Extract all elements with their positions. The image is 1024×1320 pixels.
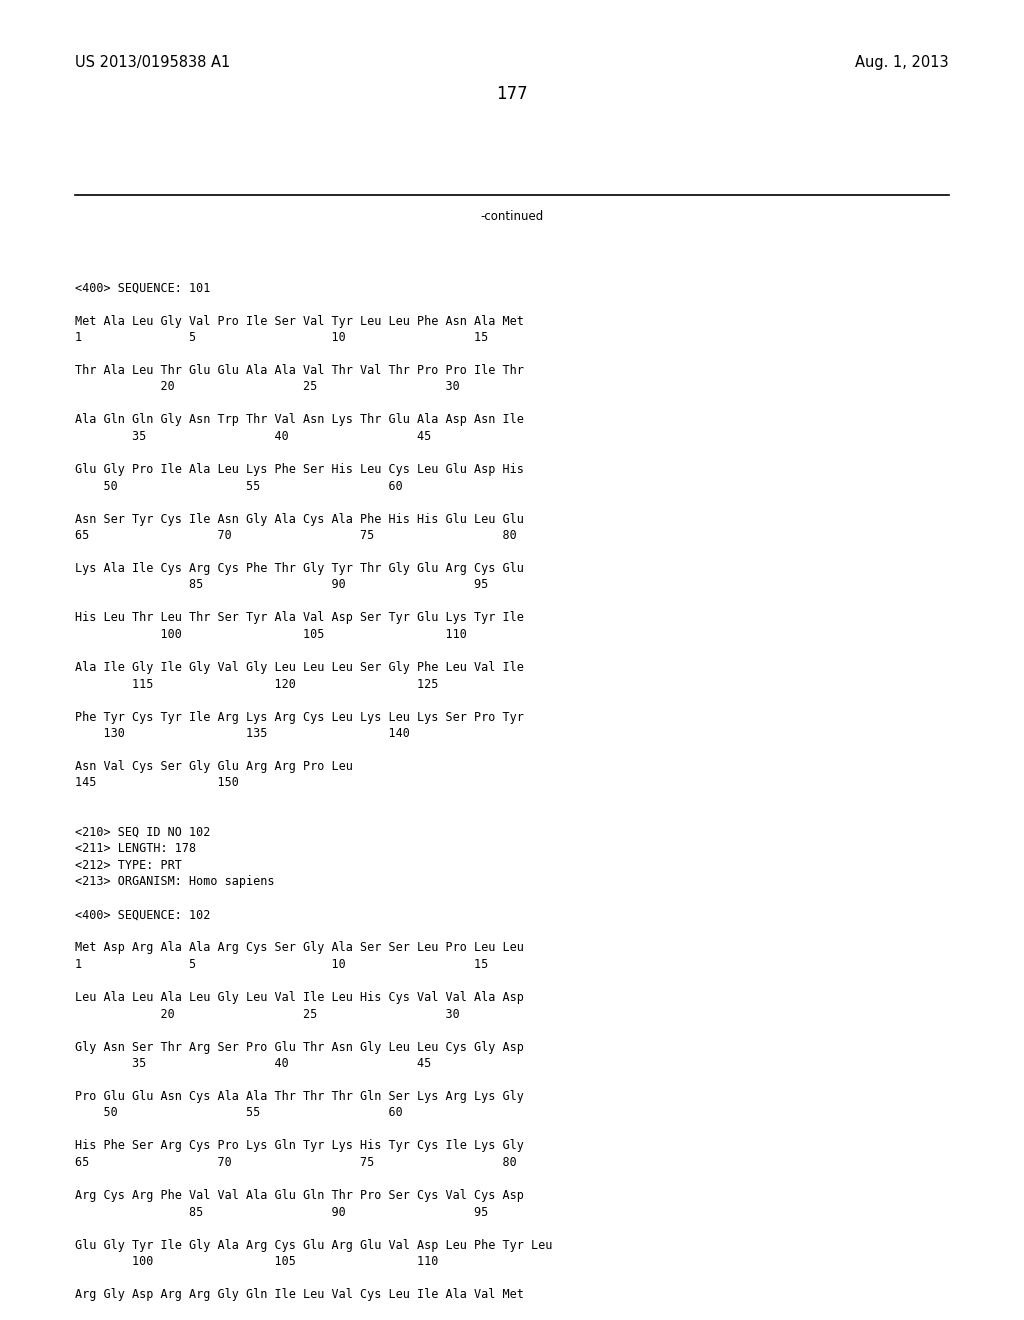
Text: <210> SEQ ID NO 102: <210> SEQ ID NO 102 [75,826,210,840]
Text: Asn Ser Tyr Cys Ile Asn Gly Ala Cys Ala Phe His His Glu Leu Glu: Asn Ser Tyr Cys Ile Asn Gly Ala Cys Ala … [75,512,524,525]
Text: 65                  70                  75                  80: 65 70 75 80 [75,529,517,543]
Text: Asn Val Cys Ser Gly Glu Arg Arg Pro Leu: Asn Val Cys Ser Gly Glu Arg Arg Pro Leu [75,760,353,774]
Text: 35                  40                  45: 35 40 45 [75,1057,431,1071]
Text: 50                  55                  60: 50 55 60 [75,1106,402,1119]
Text: Glu Gly Tyr Ile Gly Ala Arg Cys Glu Arg Glu Val Asp Leu Phe Tyr Leu: Glu Gly Tyr Ile Gly Ala Arg Cys Glu Arg … [75,1238,552,1251]
Text: 20                  25                  30: 20 25 30 [75,380,460,393]
Text: <400> SEQUENCE: 102: <400> SEQUENCE: 102 [75,908,210,921]
Text: -continued: -continued [480,210,544,223]
Text: Phe Tyr Cys Tyr Ile Arg Lys Arg Cys Leu Lys Leu Lys Ser Pro Tyr: Phe Tyr Cys Tyr Ile Arg Lys Arg Cys Leu … [75,710,524,723]
Text: <211> LENGTH: 178: <211> LENGTH: 178 [75,842,197,855]
Text: Pro Glu Glu Asn Cys Ala Ala Thr Thr Thr Gln Ser Lys Arg Lys Gly: Pro Glu Glu Asn Cys Ala Ala Thr Thr Thr … [75,1090,524,1104]
Text: 65                  70                  75                  80: 65 70 75 80 [75,1156,517,1170]
Text: 100                 105                 110: 100 105 110 [75,1255,438,1269]
Text: Arg Gly Asp Arg Arg Gly Gln Ile Leu Val Cys Leu Ile Ala Val Met: Arg Gly Asp Arg Arg Gly Gln Ile Leu Val … [75,1288,524,1302]
Text: 177: 177 [497,84,527,103]
Text: 85                  90                  95: 85 90 95 [75,1205,488,1218]
Text: Glu Gly Pro Ile Ala Leu Lys Phe Ser His Leu Cys Leu Glu Asp His: Glu Gly Pro Ile Ala Leu Lys Phe Ser His … [75,463,524,477]
Text: <212> TYPE: PRT: <212> TYPE: PRT [75,859,182,873]
Text: 50                  55                  60: 50 55 60 [75,479,402,492]
Text: Aug. 1, 2013: Aug. 1, 2013 [855,55,949,70]
Text: Leu Ala Leu Ala Leu Gly Leu Val Ile Leu His Cys Val Val Ala Asp: Leu Ala Leu Ala Leu Gly Leu Val Ile Leu … [75,991,524,1005]
Text: 1               5                   10                  15: 1 5 10 15 [75,958,488,972]
Text: 35                  40                  45: 35 40 45 [75,430,431,444]
Text: His Leu Thr Leu Thr Ser Tyr Ala Val Asp Ser Tyr Glu Lys Tyr Ile: His Leu Thr Leu Thr Ser Tyr Ala Val Asp … [75,611,524,624]
Text: US 2013/0195838 A1: US 2013/0195838 A1 [75,55,230,70]
Text: His Phe Ser Arg Cys Pro Lys Gln Tyr Lys His Tyr Cys Ile Lys Gly: His Phe Ser Arg Cys Pro Lys Gln Tyr Lys … [75,1139,524,1152]
Text: 115                 120                 125: 115 120 125 [75,677,438,690]
Text: 100                 105                 110: 100 105 110 [75,628,467,642]
Text: Met Ala Leu Gly Val Pro Ile Ser Val Tyr Leu Leu Phe Asn Ala Met: Met Ala Leu Gly Val Pro Ile Ser Val Tyr … [75,314,524,327]
Text: 130                 135                 140: 130 135 140 [75,727,410,741]
Text: <213> ORGANISM: Homo sapiens: <213> ORGANISM: Homo sapiens [75,875,274,888]
Text: 20                  25                  30: 20 25 30 [75,1007,460,1020]
Text: 1               5                   10                  15: 1 5 10 15 [75,331,488,345]
Text: Ala Ile Gly Ile Gly Val Gly Leu Leu Leu Ser Gly Phe Leu Val Ile: Ala Ile Gly Ile Gly Val Gly Leu Leu Leu … [75,661,524,675]
Text: <400> SEQUENCE: 101: <400> SEQUENCE: 101 [75,281,210,294]
Text: Gly Asn Ser Thr Arg Ser Pro Glu Thr Asn Gly Leu Leu Cys Gly Asp: Gly Asn Ser Thr Arg Ser Pro Glu Thr Asn … [75,1040,524,1053]
Text: Met Asp Arg Ala Ala Arg Cys Ser Gly Ala Ser Ser Leu Pro Leu Leu: Met Asp Arg Ala Ala Arg Cys Ser Gly Ala … [75,941,524,954]
Text: Thr Ala Leu Thr Glu Glu Ala Ala Val Thr Val Thr Pro Pro Ile Thr: Thr Ala Leu Thr Glu Glu Ala Ala Val Thr … [75,364,524,378]
Text: Lys Ala Ile Cys Arg Cys Phe Thr Gly Tyr Thr Gly Glu Arg Cys Glu: Lys Ala Ile Cys Arg Cys Phe Thr Gly Tyr … [75,562,524,576]
Text: Arg Cys Arg Phe Val Val Ala Glu Gln Thr Pro Ser Cys Val Cys Asp: Arg Cys Arg Phe Val Val Ala Glu Gln Thr … [75,1189,524,1203]
Text: 145                 150: 145 150 [75,776,239,789]
Text: Ala Gln Gln Gly Asn Trp Thr Val Asn Lys Thr Glu Ala Asp Asn Ile: Ala Gln Gln Gly Asn Trp Thr Val Asn Lys … [75,413,524,426]
Text: 85                  90                  95: 85 90 95 [75,578,488,591]
